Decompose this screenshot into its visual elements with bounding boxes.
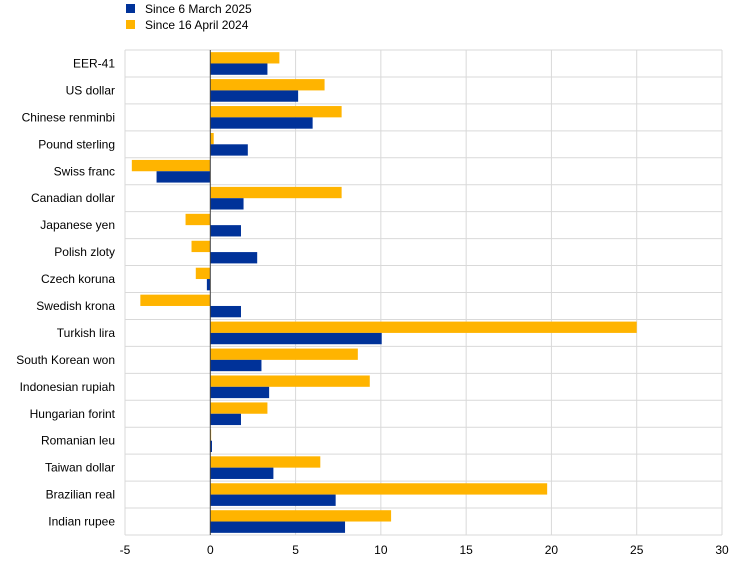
legend-swatch-series-1 (126, 20, 135, 29)
category-label: Japanese yen (40, 218, 115, 232)
bar-series-0 (210, 440, 212, 453)
x-tick-label: 10 (374, 543, 388, 557)
legend-label-series-1: Since 16 April 2024 (145, 18, 249, 32)
legend-swatch-series-0 (126, 4, 135, 13)
x-tick-label: 5 (292, 543, 299, 557)
bar-series-0 (210, 359, 262, 372)
category-label: US dollar (66, 83, 115, 97)
bar-series-0 (210, 63, 268, 75)
bar-series-0 (210, 305, 241, 318)
legend: Since 6 March 2025 Since 16 April 2024 (126, 2, 252, 32)
bar-series-0 (210, 413, 241, 426)
x-tick-label: 15 (459, 543, 473, 557)
category-label: Pound sterling (38, 137, 115, 151)
category-label: South Korean won (16, 353, 115, 367)
category-label: Polish zloty (54, 245, 115, 259)
category-label: Indian rupee (48, 515, 115, 529)
bar-series-1 (140, 294, 211, 306)
bar-series-1 (210, 456, 321, 468)
bar-series-0 (210, 332, 382, 345)
x-tick-label: 0 (207, 543, 214, 557)
bar-series-1 (210, 106, 342, 118)
bar-series-0 (210, 144, 248, 156)
category-label: Brazilian real (46, 488, 115, 502)
grid (124, 49, 723, 536)
bar-series-0 (210, 252, 258, 264)
category-label: Turkish lira (57, 326, 116, 340)
bar-series-0 (210, 386, 270, 399)
bar-series-0 (210, 117, 313, 129)
bar-series-0 (206, 279, 211, 291)
bar-series-1 (210, 402, 268, 414)
axes: -5 0 5 10 15 20 25 30 EER-41 US dollar Chinese ren… (16, 50, 729, 557)
bar-series-1 (131, 159, 211, 172)
category-label: Canadian dollar (31, 191, 115, 205)
category-label: Romanian leu (41, 434, 115, 448)
bar-series-0 (156, 171, 211, 183)
category-label: Swiss franc (54, 164, 115, 178)
category-label: EER-41 (73, 56, 115, 70)
bar-series-1 (210, 79, 325, 91)
bar-series-1 (210, 375, 370, 387)
bar-series-1 (210, 321, 637, 333)
bar-series-0 (210, 467, 274, 479)
x-tick-label: -5 (120, 543, 131, 557)
bar-series-1 (210, 510, 392, 522)
bar-series-1 (210, 483, 548, 495)
bar-series-0 (210, 198, 244, 210)
bar-series-0 (210, 90, 299, 102)
bar-series-1 (210, 348, 358, 360)
bar-series-1 (210, 132, 214, 145)
bar-series-1 (195, 267, 211, 280)
bar-series-1 (191, 240, 211, 253)
bar-series-0 (210, 494, 336, 506)
category-label: Czech koruna (41, 272, 115, 286)
x-tick-label: 25 (630, 543, 644, 557)
category-label: Indonesian rupiah (20, 380, 115, 394)
category-label: Taiwan dollar (45, 461, 115, 475)
x-tick-label: 30 (715, 543, 729, 557)
x-tick-label: 20 (545, 543, 559, 557)
bars (131, 52, 637, 533)
bar-series-0 (210, 521, 346, 533)
category-label: Swedish krona (36, 299, 115, 313)
category-label: Chinese renminbi (22, 110, 115, 124)
bar-series-1 (185, 213, 211, 226)
bar-series-1 (210, 52, 280, 64)
bar-series-0 (210, 225, 241, 237)
category-label: Hungarian forint (30, 407, 116, 421)
bar-series-1 (210, 186, 342, 199)
legend-label-series-0: Since 6 March 2025 (145, 2, 252, 16)
